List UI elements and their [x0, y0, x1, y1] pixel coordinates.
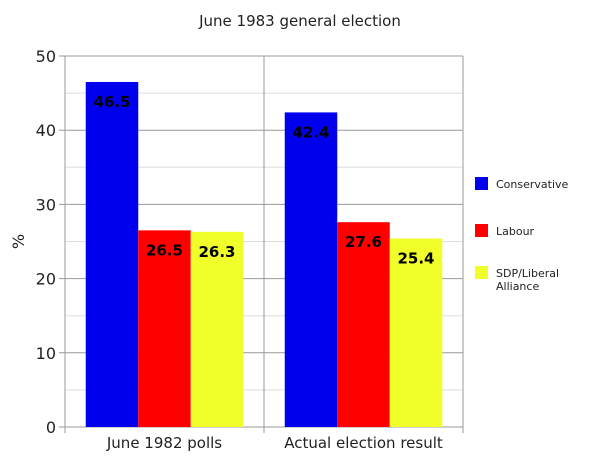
legend-label: Alliance: [496, 280, 539, 293]
y-axis-label: %: [9, 234, 28, 249]
bar: [337, 222, 390, 427]
legend-label: SDP/Liberal: [496, 267, 559, 280]
data-label: 26.5: [146, 241, 183, 259]
data-label: 27.6: [345, 233, 382, 251]
y-tick-label: 40: [36, 121, 56, 140]
data-label: 42.4: [292, 123, 329, 141]
x-tick-label: June 1982 polls: [106, 434, 222, 452]
y-tick-label: 50: [36, 47, 56, 66]
legend-label: Conservative: [496, 178, 569, 191]
y-tick-label: 0: [46, 418, 56, 437]
chart-title: June 1983 general election: [198, 12, 401, 30]
legend-label: Labour: [496, 225, 535, 238]
y-tick-label: 20: [36, 270, 56, 289]
bar: [284, 112, 338, 427]
legend-swatch: [475, 177, 488, 190]
x-tick-label: Actual election result: [284, 434, 443, 452]
y-tick-label: 30: [36, 195, 56, 214]
bar: [190, 231, 244, 427]
bar: [389, 238, 443, 427]
data-label: 26.3: [198, 243, 235, 261]
bar: [85, 81, 139, 427]
y-tick-label: 10: [36, 344, 56, 363]
legend-swatch: [475, 266, 488, 279]
data-label: 25.4: [397, 250, 434, 268]
bar: [138, 230, 191, 427]
data-label: 46.5: [93, 93, 130, 111]
legend-swatch: [475, 224, 488, 237]
